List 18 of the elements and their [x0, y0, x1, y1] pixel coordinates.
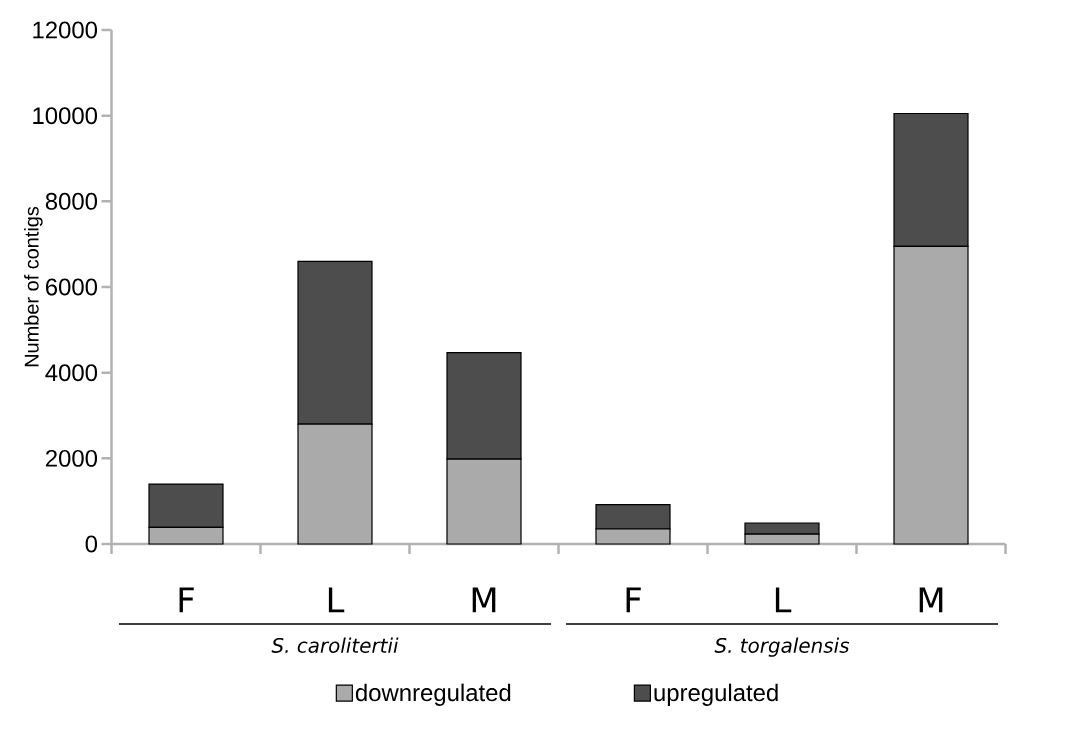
y-tick-label: 12000: [33, 21, 98, 39]
text: S. carolitertii: [271, 637, 399, 653]
y-tick-label: 2000: [45, 449, 98, 467]
x-tick-label: M: [919, 587, 943, 613]
legend-label: downregulated: [355, 683, 511, 706]
x-tick-label: F: [626, 587, 641, 613]
y-tick-label: 4000: [45, 364, 98, 382]
x-tick-label: M: [472, 587, 496, 613]
y-tick-label: 0: [85, 535, 98, 553]
y-axis-title: Number of contigs: [24, 206, 43, 367]
legend-label: upregulated: [654, 683, 778, 706]
y-tick-label: 6000: [46, 278, 98, 296]
x-tick-label: L: [328, 587, 345, 613]
y-tick-label: 8000: [45, 192, 98, 210]
x-tick-label: F: [179, 587, 194, 613]
y-tick-label: 10000: [33, 107, 98, 125]
x-tick-label: L: [775, 587, 792, 613]
text: S. torgalensis: [714, 637, 850, 657]
